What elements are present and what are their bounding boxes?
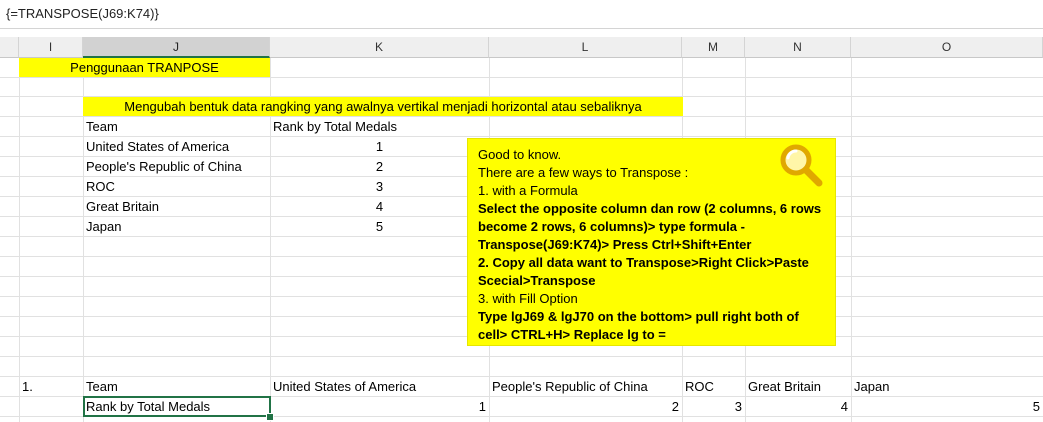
title-cell[interactable]: Penggunaan TRANPOSE bbox=[19, 58, 270, 77]
active-cell-selection[interactable] bbox=[83, 396, 271, 417]
transposed-rank-cell[interactable]: 4 bbox=[840, 399, 848, 414]
tips-note-box[interactable]: Good to know. There are a few ways to Tr… bbox=[467, 138, 836, 346]
column-header-i[interactable]: I bbox=[19, 37, 83, 58]
formula-text[interactable]: {=TRANSPOSE(J69:K74)} bbox=[6, 6, 159, 21]
description-cell[interactable]: Mengubah bentuk data rangking yang awaln… bbox=[83, 97, 683, 116]
transposed-rank-cell[interactable]: 3 bbox=[734, 399, 742, 414]
transposed-team-cell[interactable]: United States of America bbox=[273, 379, 417, 394]
transposed-rank-cell[interactable]: 2 bbox=[671, 399, 679, 414]
note-line: There are a few ways to Transpose : bbox=[478, 165, 689, 180]
team-cell[interactable]: United States of America bbox=[86, 139, 230, 154]
column-header-n[interactable]: N bbox=[745, 37, 851, 58]
transposed-team-cell[interactable]: People's Republic of China bbox=[492, 379, 648, 394]
note-line-bold: Select the opposite column dan row (2 co… bbox=[478, 201, 822, 252]
transposed-rank-cell[interactable]: 5 bbox=[1032, 399, 1040, 414]
column-header-j[interactable]: J bbox=[83, 37, 270, 58]
header-team[interactable]: Team bbox=[86, 119, 118, 134]
note-line: 1. with a Formula bbox=[478, 183, 578, 198]
ribbon-gap bbox=[0, 29, 1043, 37]
transposed-rank-cell[interactable]: 1 bbox=[478, 399, 486, 414]
transposed-team-cell[interactable]: Great Britain bbox=[748, 379, 821, 394]
fill-handle[interactable] bbox=[266, 413, 274, 421]
note-line-bold: Type lgJ69 & lgJ70 on the bottom> pull r… bbox=[478, 309, 799, 342]
transposed-team-cell[interactable]: ROC bbox=[685, 379, 714, 394]
team-cell[interactable]: Great Britain bbox=[86, 199, 159, 214]
formula-bar[interactable]: {=TRANSPOSE(J69:K74)} bbox=[0, 0, 1043, 29]
team-cell[interactable]: People's Republic of China bbox=[86, 159, 242, 174]
column-header-l[interactable]: L bbox=[489, 37, 682, 58]
column-header-m[interactable]: M bbox=[682, 37, 745, 58]
transposed-header-team[interactable]: Team bbox=[86, 379, 118, 394]
note-line: Good to know. bbox=[478, 147, 562, 162]
row-marker[interactable]: 1. bbox=[22, 379, 33, 394]
header-rank[interactable]: Rank by Total Medals bbox=[273, 119, 398, 134]
magnifier-icon bbox=[780, 144, 823, 187]
select-all-corner[interactable] bbox=[0, 37, 19, 58]
rank-cell[interactable]: 1 bbox=[375, 139, 384, 154]
rank-cell[interactable]: 3 bbox=[375, 179, 384, 194]
rank-cell[interactable]: 5 bbox=[375, 219, 384, 234]
column-header-k[interactable]: K bbox=[270, 37, 489, 58]
team-cell[interactable]: ROC bbox=[86, 179, 115, 194]
note-line: 3. with Fill Option bbox=[478, 291, 578, 306]
rank-cell[interactable]: 2 bbox=[375, 159, 384, 174]
transposed-header-rank[interactable]: Rank by Total Medals bbox=[86, 399, 211, 414]
team-cell[interactable]: Japan bbox=[86, 219, 122, 234]
rank-cell[interactable]: 4 bbox=[375, 199, 384, 214]
transposed-team-cell[interactable]: Japan bbox=[854, 379, 890, 394]
column-header-o[interactable]: O bbox=[851, 37, 1043, 58]
note-line-bold: 2. Copy all data want to Transpose>Right… bbox=[478, 255, 809, 288]
